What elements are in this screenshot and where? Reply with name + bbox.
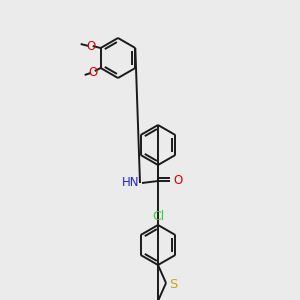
Text: S: S bbox=[169, 278, 177, 290]
Text: HN: HN bbox=[122, 176, 139, 190]
Text: O: O bbox=[88, 65, 97, 79]
Text: O: O bbox=[173, 175, 182, 188]
Text: Cl: Cl bbox=[152, 210, 164, 223]
Text: O: O bbox=[86, 40, 95, 52]
